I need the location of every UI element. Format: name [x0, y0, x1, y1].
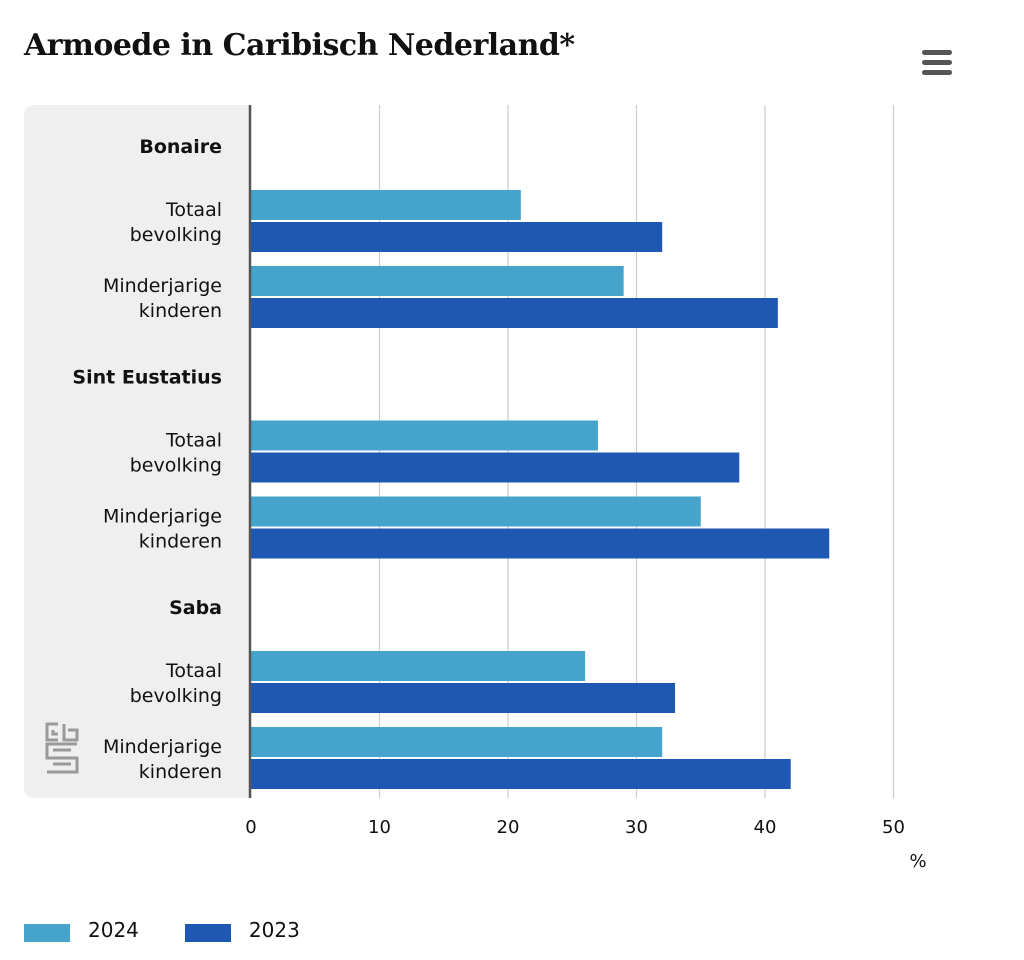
legend-swatch-2024 — [24, 924, 70, 942]
bar-2023 — [251, 298, 778, 328]
chart-title: Armoede in Caribisch Nederland* — [24, 28, 575, 63]
x-tick-label: 40 — [754, 817, 777, 838]
x-tick-label: 10 — [368, 817, 391, 838]
x-tick-label: 0 — [245, 817, 256, 838]
bar-2024 — [251, 496, 701, 527]
x-tick-label: 30 — [625, 817, 648, 838]
x-axis-unit: % — [909, 851, 926, 872]
bar-2023 — [251, 528, 830, 559]
category-label: Totaal bevolking — [130, 660, 222, 707]
legend-item-2023[interactable]: 2023 — [184, 918, 300, 942]
legend-label-2023: 2023 — [248, 918, 300, 942]
category-label: Totaal bevolking — [130, 199, 222, 246]
bar-2024 — [251, 420, 598, 451]
bar-2024 — [251, 266, 624, 296]
group-label: Saba — [169, 597, 222, 619]
x-tick-label: 50 — [882, 817, 905, 838]
category-label: Minderjarige kinderen — [103, 275, 222, 322]
bar-2023 — [251, 759, 791, 789]
bar-chart: 0 10 20 30 40 50% Bonaire Totaal bevolking Minder… — [72, 105, 927, 872]
bar-2023 — [251, 222, 663, 252]
legend-label-2024: 2024 — [88, 918, 139, 942]
category-label: Minderjarige kinderen — [103, 506, 222, 553]
legend-item-2024[interactable]: 2024 — [24, 918, 139, 942]
bar-2024 — [251, 651, 586, 681]
category-label-panel — [24, 105, 250, 798]
legend: 2024 2023 — [24, 918, 346, 942]
bar-2023 — [251, 683, 676, 713]
x-tick-label: 20 — [497, 817, 520, 838]
bar-2024 — [251, 190, 521, 220]
legend-swatch-2023 — [184, 924, 231, 942]
bar-2023 — [251, 452, 740, 483]
category-label: Minderjarige kinderen — [103, 736, 222, 783]
hamburger-menu-icon[interactable] — [918, 46, 956, 80]
cbs-logo-icon — [45, 722, 79, 774]
bar-2024 — [251, 727, 663, 757]
group-label: Bonaire — [139, 136, 222, 158]
category-label: Totaal bevolking — [130, 430, 222, 477]
group-label: Sint Eustatius — [72, 367, 222, 389]
